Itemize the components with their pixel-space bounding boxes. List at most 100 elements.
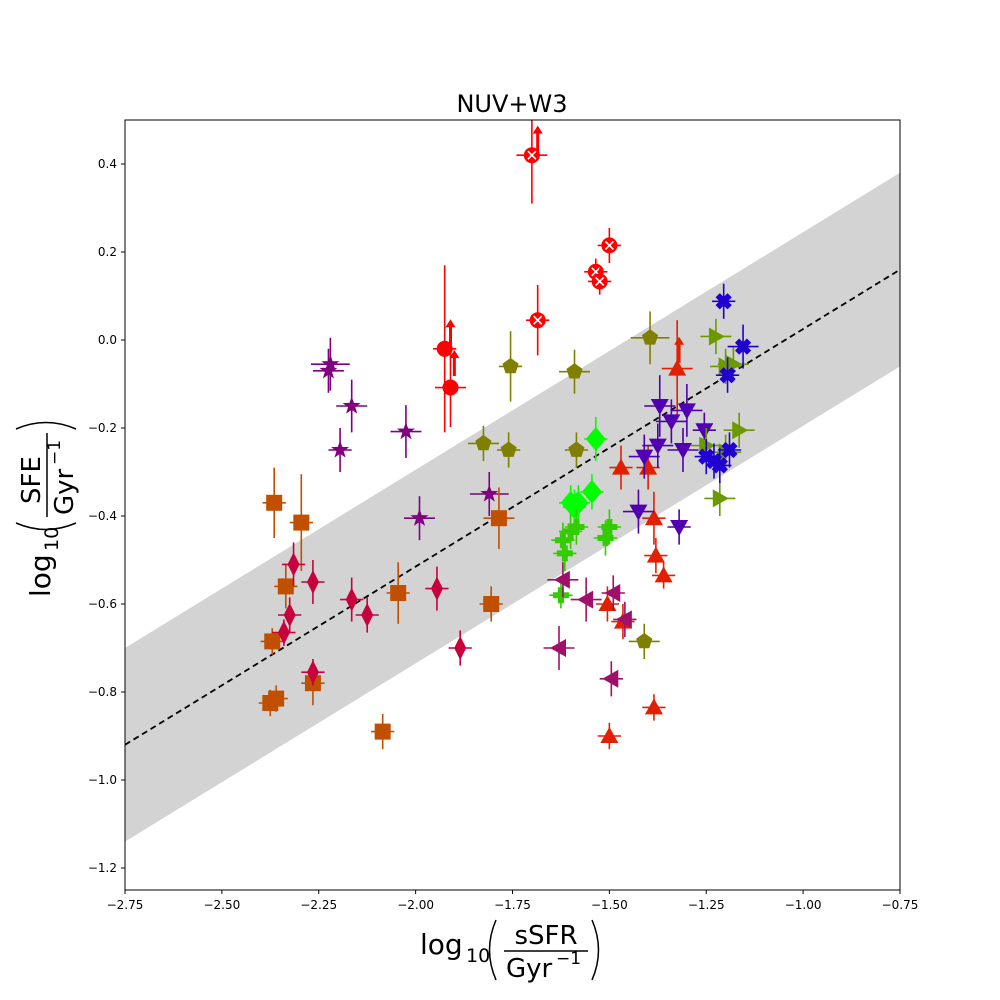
- data-point: [667, 428, 699, 472]
- marker-star: [342, 396, 361, 414]
- marker-pentagon: [641, 329, 659, 345]
- data-point: [390, 405, 422, 458]
- data-point: [281, 542, 306, 587]
- data-point: [715, 357, 740, 393]
- x-tick-label: −2.75: [107, 898, 144, 912]
- marker-triangle-left: [604, 584, 621, 602]
- series-magenta-left-triangles: [543, 562, 637, 697]
- series-orange-squares: [258, 467, 515, 750]
- data-point: [301, 560, 325, 604]
- plot-area: [125, 120, 900, 842]
- series-red-up-triangles: [595, 320, 693, 750]
- marker-pentagon: [568, 441, 585, 457]
- marker-triangle-down: [670, 520, 689, 536]
- data-point: [655, 399, 687, 444]
- data-point: [570, 577, 602, 622]
- y-tick-label: 0.0: [98, 333, 117, 347]
- x-tick-label: −1.50: [591, 898, 628, 912]
- x-tick-label: −0.75: [882, 898, 919, 912]
- marker-x-cross: [533, 315, 543, 325]
- data-point: [593, 520, 618, 556]
- data-point: [301, 659, 325, 686]
- marker-diamond: [345, 587, 358, 612]
- marker-triangle-up: [654, 566, 673, 583]
- marker-square: [293, 514, 310, 531]
- marker-triangle-down: [635, 449, 654, 466]
- x-label-right-paren: [591, 919, 600, 981]
- data-point: [469, 472, 509, 516]
- marker-triangle-down: [650, 399, 669, 415]
- data-point: [433, 265, 457, 433]
- marker-diamond: [283, 603, 296, 627]
- data-point: [652, 562, 676, 589]
- series-green-diamonds: [559, 417, 608, 525]
- data-point: [386, 562, 410, 624]
- series-olive-pentagons: [467, 311, 670, 659]
- marker-triangle-down: [674, 443, 692, 459]
- marker-circle: [436, 340, 453, 357]
- marker-triangle-right: [708, 327, 725, 346]
- x-axis-label: log 10 sSFR Gyr −1: [420, 919, 600, 984]
- marker-diamond: [430, 576, 443, 601]
- x-tick-label: −2.50: [203, 898, 240, 912]
- marker-triangle-down: [662, 414, 681, 431]
- series-red-x-circles: [516, 120, 621, 356]
- marker-diamond: [454, 636, 467, 660]
- marker-square: [390, 585, 407, 601]
- x-label-denominator: Gyr: [506, 954, 553, 984]
- data-point: [516, 120, 548, 204]
- data-point: [708, 447, 732, 483]
- data-point: [704, 480, 736, 516]
- marker-triangle-up: [600, 727, 619, 743]
- marker-triangle-down: [648, 438, 667, 455]
- marker-plus: [562, 523, 579, 540]
- marker-triangle-up: [644, 698, 663, 715]
- marker-triangle-up: [612, 458, 630, 475]
- data-point: [543, 626, 575, 670]
- data-point: [671, 384, 703, 437]
- marker-triangle-down: [677, 403, 696, 420]
- marker-star: [410, 508, 429, 526]
- marker-plus: [597, 530, 614, 546]
- data-point: [712, 283, 736, 319]
- arrow-head: [445, 319, 456, 328]
- series-green-plus: [549, 509, 621, 609]
- series-indigo-down-triangles: [622, 375, 716, 545]
- data-point: [597, 227, 621, 263]
- marker-diamond-wide: [560, 490, 581, 515]
- data-point: [553, 535, 577, 571]
- marker-diamond: [306, 570, 319, 594]
- y-label-numerator: SFE: [17, 456, 47, 504]
- marker-triangle-up: [644, 509, 663, 526]
- x-label-numerator: sSFR: [514, 921, 577, 951]
- data-point: [311, 337, 350, 391]
- data-point: [498, 331, 523, 402]
- data-point: [264, 685, 288, 712]
- marker-pentagon: [566, 363, 583, 379]
- y-axis-label: log 10 SFE Gyr −1: [15, 421, 80, 597]
- marker-triangle-up: [668, 359, 687, 376]
- data-point: [584, 417, 608, 461]
- y-label-denominator-sup: −1: [45, 440, 65, 465]
- x-label-denominator-sup: −1: [556, 949, 581, 969]
- data-point: [328, 428, 352, 472]
- marker-pentagon: [500, 441, 517, 457]
- data-point: [312, 348, 344, 393]
- marker-triangle-down: [695, 423, 714, 440]
- marker-diamond: [287, 552, 300, 577]
- series-blue-x-markers: [694, 283, 759, 483]
- marker-x-filled: [719, 367, 736, 384]
- arrow-head: [532, 125, 543, 134]
- marker-x-filled: [721, 441, 738, 459]
- upper-limit-arrow: [445, 319, 456, 346]
- marker-plus: [554, 532, 571, 549]
- data-point: [289, 474, 313, 571]
- y-tick-label: −1.2: [88, 861, 117, 875]
- marker-diamond: [361, 603, 374, 627]
- data-point: [601, 575, 625, 611]
- data-point: [355, 597, 379, 633]
- marker-star: [321, 354, 340, 372]
- y-tick-label: 0.4: [98, 157, 117, 171]
- series-crimson-diamonds: [272, 542, 472, 686]
